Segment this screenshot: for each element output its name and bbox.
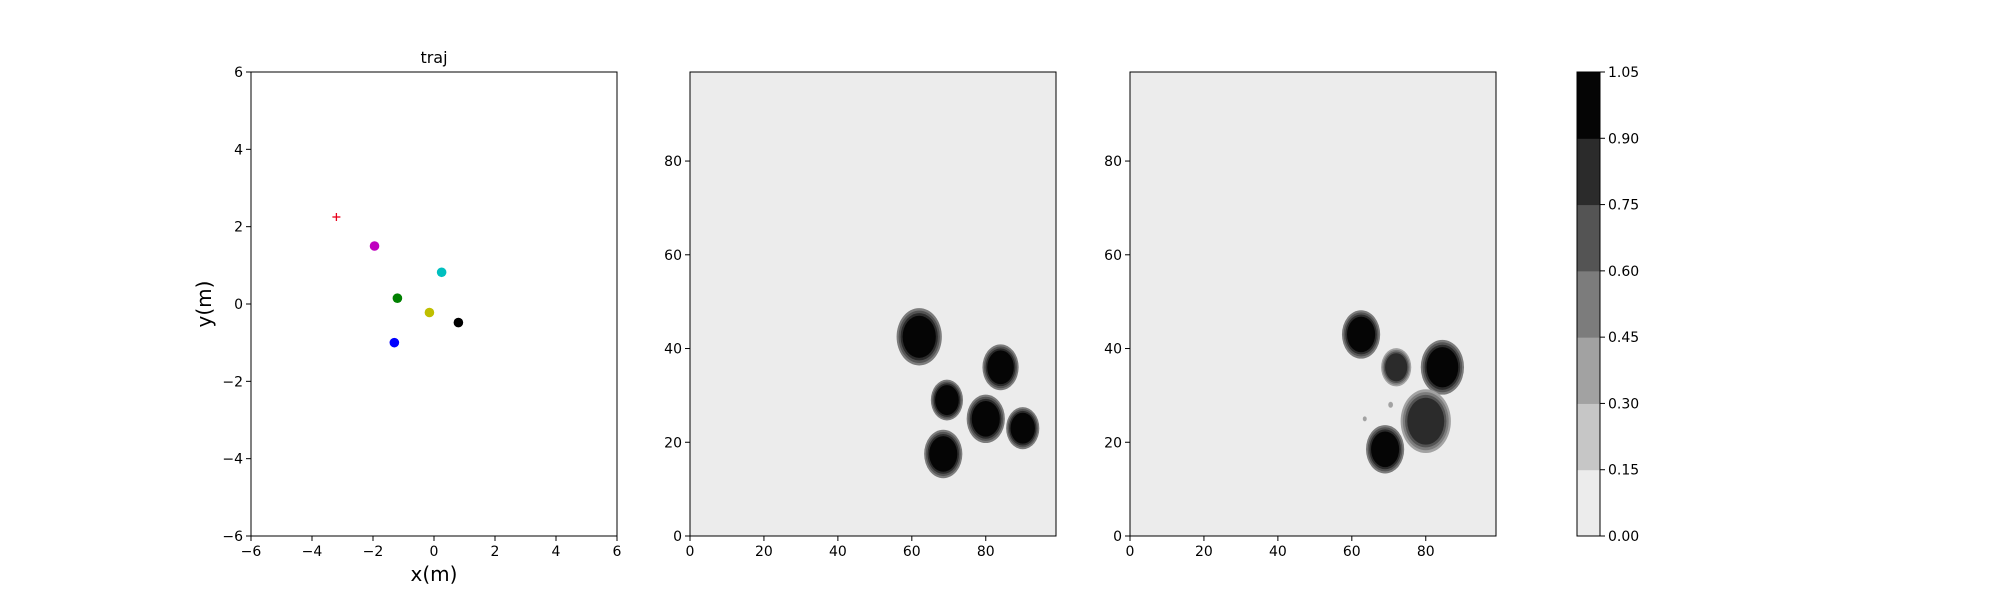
heatmap-blob	[896, 308, 942, 366]
x-tick-label: −6	[241, 544, 262, 560]
colorbar-tick-label: 0.00	[1608, 529, 1639, 545]
y-ticks: 0 20 40 60 80	[1104, 154, 1130, 545]
colorbar: 0.00 0.15 0.30 0.45 0.60 0.75 0.90 1.05	[1576, 65, 1639, 545]
x-tick-label: 6	[613, 544, 622, 560]
x-ticks: −6 −4 −2 0 2 4 6	[241, 536, 622, 560]
heatmap-background	[690, 72, 1056, 536]
y-tick-label: −4	[222, 452, 243, 468]
colorbar-tick-label: 0.60	[1608, 264, 1639, 280]
heatmap-blob	[966, 394, 1005, 444]
y-tick-label: 80	[664, 154, 682, 170]
y-tick-label: 60	[1104, 248, 1122, 264]
y-tick-label: 0	[673, 529, 682, 545]
points	[332, 213, 464, 348]
x-tick-label: 40	[829, 544, 847, 560]
chart-title: traj	[420, 48, 447, 67]
y-tick-label: 4	[234, 142, 243, 158]
x-tick-label: 20	[755, 544, 773, 560]
y-tick-label: 2	[234, 220, 243, 236]
plot-frame	[1129, 71, 1497, 537]
scatter-point	[389, 337, 400, 348]
colorbar-tick-label: 0.15	[1608, 463, 1639, 479]
colorbar-tick-label: 0.45	[1608, 330, 1639, 346]
x-tick-label: 80	[977, 544, 995, 560]
colorbar-tick-label: 0.75	[1608, 198, 1639, 214]
x-tick-label: −4	[302, 544, 323, 560]
y-tick-label: 60	[664, 248, 682, 264]
x-tick-label: 20	[1195, 544, 1213, 560]
y-tick-label: 0	[1113, 529, 1122, 545]
colorbar-tick-label: 0.30	[1608, 396, 1639, 412]
heatmap-blob	[1341, 310, 1381, 359]
x-tick-label: 60	[903, 544, 921, 560]
x-tick-label: 0	[686, 544, 695, 560]
heatmap-blob	[1365, 425, 1405, 474]
colorbar-tick-label: 1.05	[1608, 65, 1639, 81]
y-tick-label: 0	[234, 297, 243, 313]
y-tick-label: 80	[1104, 154, 1122, 170]
y-tick-label: 40	[664, 342, 682, 358]
trajectory-plot: traj −6 −4 −2 0 2 4 6 −6 −4 −2 0 2 4 6 x(m) y(m)	[192, 48, 622, 586]
y-tick-label: −2	[222, 374, 243, 390]
x-tick-label: 4	[552, 544, 561, 560]
heatmap-blob	[1362, 416, 1367, 422]
heatmap-background	[1130, 72, 1496, 536]
x-tick-label: 0	[1126, 544, 1135, 560]
plot-frame	[689, 71, 1057, 537]
y-tick-label: 20	[664, 435, 682, 451]
x-ticks: 0 20 40 60 80	[686, 536, 995, 560]
scatter-point	[453, 317, 464, 328]
heatmap-blob	[1381, 348, 1412, 387]
heatmap-2: 0 20 40 60 80 0 20 40 60 80	[1104, 71, 1497, 560]
y-tick-label: 20	[1104, 435, 1122, 451]
colorbar-band	[1577, 337, 1600, 404]
colorbar-bands	[1577, 72, 1600, 537]
y-tick-label: 40	[1104, 342, 1122, 358]
colorbar-band	[1577, 270, 1600, 338]
x-tick-label: −2	[363, 544, 384, 560]
heatmap-blob	[1400, 389, 1451, 454]
colorbar-band	[1577, 72, 1600, 139]
colorbar-band	[1577, 403, 1600, 471]
heatmap-blob	[982, 344, 1019, 391]
heatmap-blob	[924, 429, 963, 479]
scatter-point	[392, 293, 403, 304]
colorbar-band	[1577, 204, 1600, 272]
heatmap-blob	[1388, 401, 1394, 408]
colorbar-band	[1577, 469, 1600, 537]
heatmap-blob	[1420, 339, 1465, 395]
heatmap-1: 0 20 40 60 80 0 20 40 60 80	[664, 71, 1057, 560]
y-ticks: −6 −4 −2 0 2 4 6	[222, 65, 251, 545]
heatmap-blob	[1006, 407, 1040, 450]
plus-marker	[332, 213, 341, 221]
x-tick-label: 60	[1343, 544, 1361, 560]
scatter-point	[424, 307, 435, 318]
colorbar-ticks: 0.00 0.15 0.30 0.45 0.60 0.75 0.90 1.05	[1600, 65, 1639, 545]
x-tick-label: 40	[1269, 544, 1287, 560]
x-tick-label: 80	[1417, 544, 1435, 560]
y-axis-label: y(m)	[192, 281, 216, 328]
plot-area	[250, 71, 618, 537]
y-ticks: 0 20 40 60 80	[664, 154, 690, 545]
x-ticks: 0 20 40 60 80	[1126, 536, 1435, 560]
y-tick-label: −6	[222, 529, 243, 545]
colorbar-tick-label: 0.90	[1608, 131, 1639, 147]
colorbar-frame	[1576, 71, 1601, 537]
scatter-point	[369, 241, 380, 251]
x-axis-label: x(m)	[411, 562, 458, 586]
x-tick-label: 0	[430, 544, 439, 560]
y-tick-label: 6	[234, 65, 243, 81]
heatmap-blobs	[1341, 310, 1465, 474]
heatmap-blobs	[896, 308, 1040, 479]
x-tick-label: 2	[491, 544, 500, 560]
heatmap-blob	[930, 379, 964, 421]
scatter-point	[436, 267, 447, 278]
colorbar-band	[1577, 138, 1600, 206]
